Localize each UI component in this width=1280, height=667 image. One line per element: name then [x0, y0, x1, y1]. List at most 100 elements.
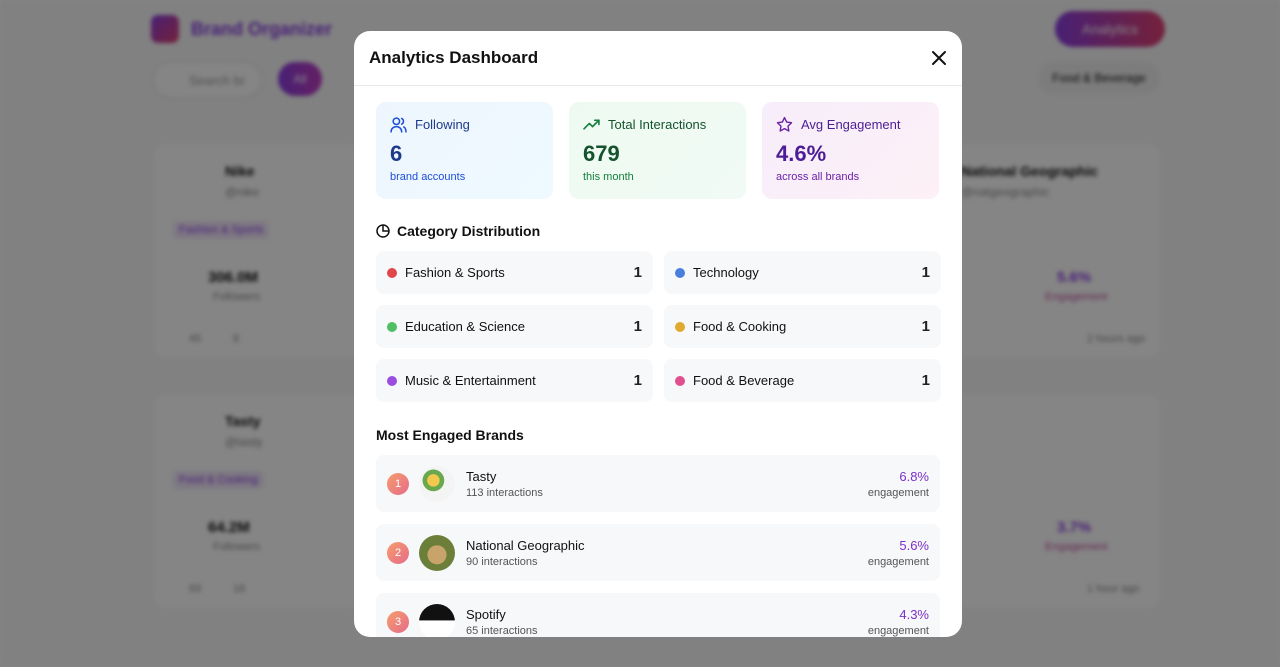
pie-icon [376, 224, 390, 238]
filter-chip[interactable]: All [278, 62, 322, 96]
brand-row[interactable]: 1 Tasty 113 interactions 6.8% engagement [376, 455, 940, 512]
brand-engagement: 4.3% engagement [868, 607, 929, 637]
engagement-label: engagement [867, 624, 929, 637]
rank-badge: 3 [387, 610, 409, 633]
card-followers-label: Followers [213, 291, 261, 303]
category-item: Technology 1 [664, 251, 941, 294]
logo [151, 15, 179, 43]
stat-icon [390, 117, 407, 133]
category-dot [387, 267, 397, 278]
heading-text: Category Distribution [397, 223, 541, 239]
analytics-modal: Analytics Dashboard Following 6 brand acco… [354, 31, 962, 637]
modal-body: Following 6 brand accounts Total Interactio… [354, 86, 962, 637]
stat-label-row: Total Interactions [583, 116, 732, 133]
section-heading: Most Engaged Brands [376, 427, 524, 443]
category-dot [387, 375, 397, 386]
app-title: Brand Organizer [191, 19, 333, 39]
section-heading: Category Distribution [376, 223, 940, 239]
filter-chip[interactable]: Food & Beverage [1038, 62, 1160, 94]
brand-interactions: 65 interactions [466, 624, 538, 637]
card-handle: @tasty [225, 435, 263, 449]
brand-row[interactable]: 2 National Geographic 90 interactions 5.6% e… [376, 524, 940, 581]
stat-value: 4.6% [776, 141, 827, 166]
brand-row[interactable]: 3 Spotify 65 interactions 4.3% engagement [376, 593, 940, 637]
card-engagement-label: Engagement [1045, 541, 1108, 553]
engagement-value: 4.3% [899, 606, 929, 622]
analytics-button[interactable]: Analytics [1055, 11, 1165, 47]
brand-engagement: 5.6% engagement [868, 538, 929, 568]
card-category: Food & Cooking [173, 471, 264, 489]
card-comments: 8 [233, 333, 240, 345]
category-count: 1 [633, 264, 642, 281]
category-dot [675, 375, 685, 386]
brand-card: National Geographic @natgeographic 5.6% Eng… [952, 142, 1162, 360]
category-item: Fashion & Sports 1 [376, 251, 653, 294]
category-item: Food & Beverage 1 [664, 359, 941, 402]
search-input[interactable]: Search br [152, 62, 262, 98]
rank-badge: 1 [387, 472, 409, 495]
stat-card: Avg Engagement 4.6% across all brands [762, 102, 939, 199]
category-count: 1 [921, 372, 930, 389]
stat-value: 679 [583, 141, 620, 166]
stat-value: 6 [390, 141, 403, 166]
card-handle: @nike [225, 185, 260, 199]
card-followers: 64.2M [208, 519, 250, 536]
brand-list: 1 Tasty 113 interactions 6.8% engagement 2 Nat… [376, 455, 940, 637]
modal-title: Analytics Dashboard [369, 48, 539, 67]
brand-name: Spotify [466, 606, 506, 622]
card-handle: @natgeographic [961, 185, 1050, 199]
brand-avatar [419, 465, 455, 502]
engagement-label: engagement [867, 555, 929, 568]
category-count: 1 [633, 318, 642, 335]
card-name: Nike [225, 163, 255, 179]
brand-avatar [419, 603, 455, 637]
brand-engagement: 6.8% engagement [868, 469, 929, 499]
card-engagement-label: Engagement [1045, 291, 1108, 303]
stat-caption: across all brands [776, 171, 860, 183]
card-name: Tasty [225, 413, 261, 429]
card-likes: 93 [189, 583, 202, 595]
card-followers-label: Followers [213, 541, 261, 553]
category-name: Fashion & Sports [405, 265, 505, 280]
close-button[interactable] [931, 50, 947, 66]
category-name: Technology [693, 265, 759, 280]
category-name: Music & Entertainment [405, 373, 536, 388]
category-name: Education & Science [405, 319, 525, 334]
category-count: 1 [633, 372, 642, 389]
category-grid: Fashion & Sports 1 Technology 1 Education & … [376, 251, 941, 402]
brand-name: National Geographic [466, 537, 585, 553]
card-category: Fashion & Sports [173, 221, 270, 239]
category-count: 1 [921, 264, 930, 281]
brand-interactions: 90 interactions [466, 555, 538, 568]
brand-name: Tasty [466, 468, 497, 484]
stat-label-row: Avg Engagement [776, 116, 925, 133]
category-item: Food & Cooking 1 [664, 305, 941, 348]
brand-text: Tasty 113 interactions [466, 469, 543, 499]
card-time: 1 hour ago [1087, 583, 1140, 595]
stat-label: Avg Engagement [801, 117, 901, 132]
card-name: National Geographic [961, 163, 1098, 179]
category-name: Food & Beverage [693, 373, 795, 388]
stats-row: Following 6 brand accounts Total Interactio… [376, 102, 940, 199]
category-item: Music & Entertainment 1 [376, 359, 653, 402]
brand-text: Spotify 65 interactions [466, 607, 538, 637]
category-dot [675, 267, 685, 278]
brand-card: 3.7% Engagement 1 hour ago [952, 392, 1162, 610]
stat-card: Total Interactions 679 this month [569, 102, 746, 199]
stat-caption: this month [583, 171, 634, 183]
brand-interactions: 113 interactions [466, 486, 543, 499]
stat-caption: brand accounts [390, 171, 466, 183]
card-comments: 16 [233, 583, 246, 595]
card-engagement: 3.7% [1057, 519, 1092, 536]
stat-label: Total Interactions [608, 117, 707, 132]
card-time: 2 hours ago [1087, 333, 1146, 345]
category-count: 1 [921, 318, 930, 335]
stat-card: Following 6 brand accounts [376, 102, 553, 199]
category-dot [675, 321, 685, 332]
category-item: Education & Science 1 [376, 305, 653, 348]
engagement-label: engagement [867, 486, 929, 499]
engagement-value: 6.8% [899, 468, 929, 484]
card-followers: 306.0M [208, 269, 259, 286]
brand-card: Tasty @tasty Food & Cooking 64.2M Followers 9… [152, 392, 362, 610]
